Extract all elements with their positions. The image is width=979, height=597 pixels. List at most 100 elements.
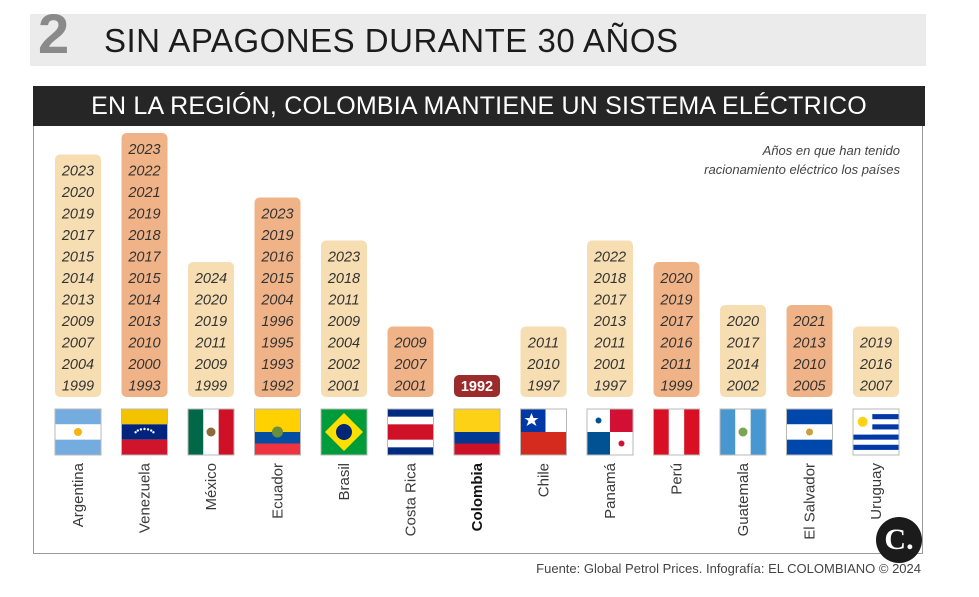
year-label: 2013: [593, 314, 626, 330]
flag-stripe: [454, 443, 500, 455]
years-bar: [121, 133, 168, 397]
legend-note-line: Años en que han tenido: [762, 143, 900, 158]
section-number: 2: [38, 2, 70, 65]
year-label: 2016: [659, 336, 693, 352]
year-label: 1993: [128, 379, 160, 395]
years-bar: [786, 305, 833, 397]
coat-of-arms: [272, 426, 283, 438]
venezuela-flag-icon: [121, 408, 168, 456]
year-label: 2013: [61, 293, 94, 309]
country-label: El Salvador: [802, 463, 819, 540]
flag-stripe: [387, 424, 434, 440]
year-label: 2001: [327, 379, 360, 395]
year-label: 1996: [261, 314, 294, 330]
year-label: 2020: [61, 185, 94, 201]
star-emblem: [139, 428, 143, 431]
year-label: 2001: [593, 357, 626, 373]
year-label: 1997: [594, 379, 627, 395]
year-label: 1997: [527, 379, 560, 395]
year-label: 2009: [393, 336, 426, 352]
year-label: 2019: [659, 293, 692, 309]
country-label: Ecuador: [270, 463, 287, 519]
years-bar: [653, 262, 700, 397]
star-emblem: [134, 431, 137, 434]
sun-emblem: [857, 416, 868, 427]
year-label: 2013: [792, 336, 825, 352]
year-label: 2014: [726, 357, 759, 373]
colombia-flag-icon: [453, 408, 501, 456]
page-title: SIN APAGONES DURANTE 30 AÑOS: [104, 22, 679, 59]
year-label: 2023: [327, 250, 360, 266]
year-label: 1999: [660, 379, 692, 395]
flag-stripe: [55, 439, 101, 455]
year-label: 2013: [127, 314, 160, 330]
sun-emblem: [74, 428, 82, 436]
eagle-emblem: [206, 427, 216, 437]
brasil-flag-icon: [320, 408, 368, 456]
year-label: 2020: [194, 293, 227, 309]
argentina-flag-icon: [54, 408, 102, 456]
star-emblem: [149, 429, 153, 432]
country-label: México: [203, 463, 220, 511]
year-label: 2017: [61, 228, 95, 244]
year-label: 1992: [461, 379, 493, 395]
year-label: 2019: [194, 314, 227, 330]
year-label: 1999: [195, 379, 227, 395]
country-column: 2023 2022 2021 2019 2018 2017 2015 2014 2013 2010…: [121, 133, 168, 533]
country-label: Venezuela: [137, 462, 154, 533]
flag-stripe: [254, 432, 301, 444]
country-label: Perú: [669, 463, 686, 495]
year-label: 2000: [127, 357, 160, 373]
year-label: 2019: [260, 228, 293, 244]
country-label: Chile: [536, 463, 553, 497]
year-label: 2021: [792, 314, 825, 330]
year-label: 1999: [62, 379, 94, 395]
year-label: 1992: [261, 379, 293, 395]
flag-stripe: [454, 432, 500, 444]
source-credit: Fuente: Global Petrol Prices. Infografía…: [536, 561, 921, 576]
subtitle-bar: EN LA REGIÓN, COLOMBIA MANTIENE UN SISTE…: [33, 86, 925, 160]
year-label: 2011: [593, 336, 625, 352]
year-label: 2004: [61, 357, 94, 373]
country-column: 2024 2020 2019 2011 2009 1999 México: [187, 262, 235, 511]
flag-border: [520, 408, 567, 456]
year-label: 2017: [726, 336, 760, 352]
country-label: Colombia: [469, 462, 486, 531]
year-label: 2007: [61, 336, 95, 352]
year-label: 2010: [127, 336, 160, 352]
year-label: 2002: [327, 357, 360, 373]
flag-stripe: [587, 432, 610, 455]
star-emblem: [136, 429, 140, 432]
year-label: 2018: [593, 271, 626, 287]
country-column: 2019 2016 2007 Uruguay: [852, 326, 900, 520]
year-label: 2023: [127, 142, 160, 158]
year-label: 2021: [127, 185, 160, 201]
flag-stripe: [786, 439, 833, 455]
year-label: 2017: [593, 293, 627, 309]
flag-stripe: [786, 409, 833, 425]
flag-stripe: [653, 409, 669, 455]
year-label: 2019: [127, 207, 160, 223]
star-emblem: [618, 440, 625, 447]
country-label: Argentina: [70, 462, 87, 527]
country-column: 2011 2010 1997 Chile: [520, 326, 567, 497]
coat-of-arms: [806, 428, 813, 436]
year-label: 2015: [260, 271, 294, 287]
year-label: 2005: [792, 379, 826, 395]
year-label: 2019: [61, 207, 94, 223]
year-label: 2020: [726, 314, 759, 330]
year-label: 2024: [194, 271, 227, 287]
flag-stripe: [610, 409, 633, 432]
year-label: 2014: [61, 271, 94, 287]
year-label: 2017: [659, 314, 693, 330]
coat-of-arms: [738, 427, 748, 437]
country-column: 2020 2017 2014 2002 Guatemala: [719, 305, 767, 536]
el-colombiano-logo: C.: [876, 517, 922, 563]
flag-border: [653, 408, 700, 456]
country-column: 2020 2019 2017 2016 2011 1999 Perú: [653, 262, 700, 495]
country-column: 2023 2019 2016 2015 2004 1996 1995 1993 1992 Ecua…: [254, 197, 301, 519]
country-column: 2023 2018 2011 2009 2004 2002 2001 Brasil: [320, 240, 368, 501]
year-label: 2009: [194, 357, 227, 373]
year-label: 1993: [261, 357, 293, 373]
